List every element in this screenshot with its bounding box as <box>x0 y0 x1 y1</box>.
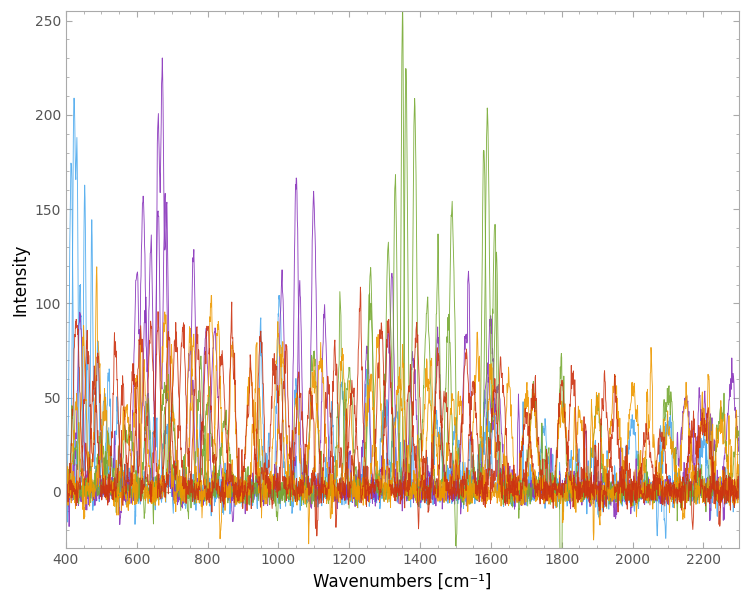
Y-axis label: Intensity: Intensity <box>11 244 29 316</box>
X-axis label: Wavenumbers [cm⁻¹]: Wavenumbers [cm⁻¹] <box>314 573 491 591</box>
